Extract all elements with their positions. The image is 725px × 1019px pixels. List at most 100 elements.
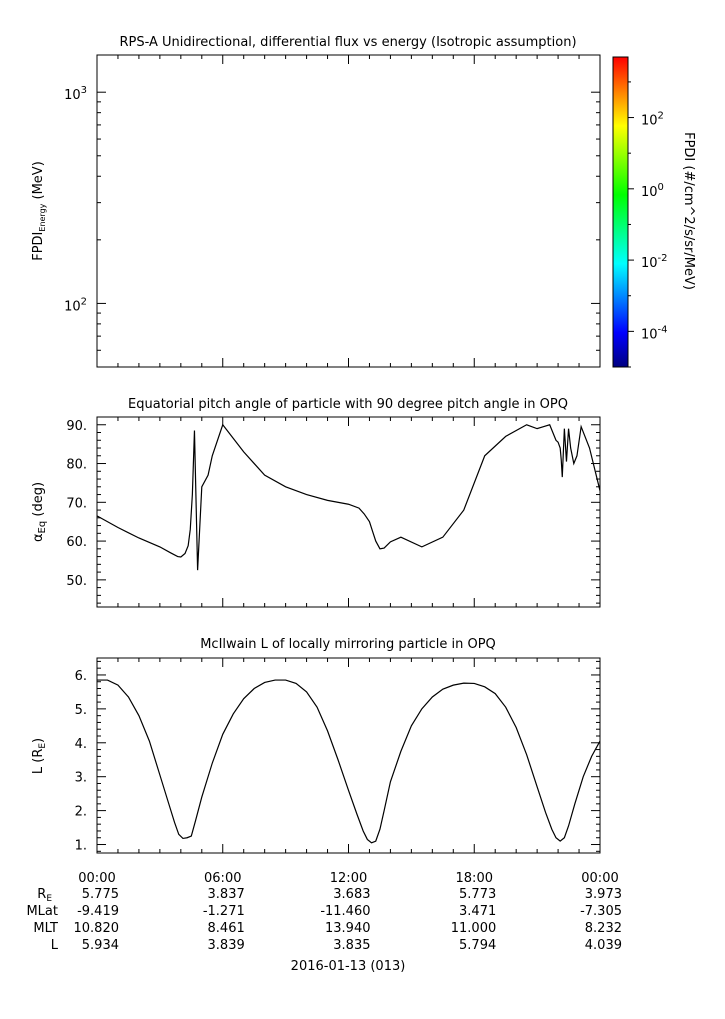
time-tick-label: 06:00	[204, 871, 241, 886]
colorbar-tick-exponent: -2	[658, 253, 668, 264]
colorbar-tick-base: 10	[641, 327, 658, 342]
panel2-ytick-label: 90.	[66, 419, 87, 434]
ephemeris-value: 5.934	[82, 938, 119, 953]
ephemeris-value: 5.794	[459, 938, 496, 953]
panel3-ylabel-unit: )	[31, 738, 46, 743]
panel1-ytick-label: 103	[64, 85, 87, 103]
panel1-x-ticks	[96, 55, 601, 367]
ephemeris-value: 3.471	[459, 904, 496, 919]
panel2-ylabel-main: α	[31, 533, 46, 542]
panel3-ylabel-sub: E	[38, 743, 48, 749]
panel3-y-axis: 1. 2. 3. 4. 5. 6.	[75, 660, 600, 854]
ephemeris-value: 4.039	[585, 938, 622, 953]
time-tick-label: 12:00	[330, 871, 367, 886]
panel2-plot-area	[96, 416, 601, 608]
colorbar-tick-label: 100	[641, 182, 664, 200]
ephemeris-value: -11.460	[320, 904, 370, 919]
ephemeris-label-main: MLat	[26, 904, 58, 919]
panel3-ylabel-main: L (R	[31, 749, 46, 774]
panel2-ytick-label: 70.	[66, 496, 87, 511]
colorbar-tick-label: 10-2	[641, 253, 668, 271]
colorbar-tick-exponent: 0	[658, 182, 664, 193]
ephemeris-value: 13.940	[325, 921, 371, 936]
panel1-ytick-label-exponent: 2	[81, 296, 87, 307]
panel1-ytick-label-base: 10	[64, 88, 81, 103]
ephemeris-value: -1.271	[203, 904, 245, 919]
ephemeris-value: 5.775	[82, 887, 119, 902]
panel2-title: Equatorial pitch angle of particle with …	[128, 397, 568, 412]
panel2-ytick-label: 80.	[66, 458, 87, 473]
panel1-title: RPS-A Unidirectional, differential flux …	[119, 35, 576, 50]
ephemeris-value: 11.000	[451, 921, 497, 936]
ephemeris-table: RE 5.775 3.837 3.683 5.773 3.973 MLat -9.419 -1.…	[26, 887, 622, 953]
series-l-shell-line	[97, 679, 601, 844]
colorbar-tick-label: 10-4	[641, 324, 668, 342]
series-pitch-angle-line	[96, 423, 601, 571]
colorbar-tick-base: 10	[641, 185, 658, 200]
ephemeris-value: 10.820	[74, 921, 120, 936]
date-label: 2016-01-13 (013)	[291, 959, 406, 974]
panel3-title: McIlwain L of locally mirroring particle…	[200, 637, 496, 652]
panel1-ylabel-unit: (MeV)	[31, 161, 46, 203]
ephemeris-label-sub: E	[46, 894, 52, 904]
time-tick-label: 18:00	[456, 871, 493, 886]
ephemeris-value: 3.835	[333, 938, 370, 953]
panel1-ylabel: FPDIEnergy (MeV)	[31, 161, 47, 261]
colorbar-tick-exponent: -4	[658, 324, 668, 335]
panel1-ytick-label-exponent: 3	[81, 85, 87, 96]
panel2-ylabel: αEq (deg)	[31, 482, 48, 542]
panel2-ytick-label: 50.	[66, 574, 87, 589]
panel3-ytick-label: 3.	[75, 771, 87, 786]
colorbar-tick-base: 10	[641, 114, 658, 129]
ephemeris-label-main: MLT	[33, 921, 58, 936]
ephemeris-value: -9.419	[77, 904, 119, 919]
panel1-ytick-label-base: 10	[64, 299, 81, 314]
colorbar-tick-base: 10	[641, 256, 658, 271]
ephemeris-row-label: MLT	[33, 921, 58, 936]
panel-flux-spectrogram: RPS-A Unidirectional, differential flux …	[31, 35, 601, 368]
panel2-ytick-label: 60.	[66, 535, 87, 550]
panel3-ytick-label: 4.	[75, 737, 87, 752]
colorbar-tick-label: 102	[641, 111, 664, 129]
ephemeris-value: -7.305	[580, 904, 622, 919]
panel2-ylabel-unit: (deg)	[31, 482, 46, 521]
ephemeris-label-main: L	[51, 938, 59, 953]
colorbar-tick-exponent: 2	[658, 111, 664, 122]
panel2-x-ticks	[96, 417, 601, 607]
time-axis: 00:00 06:00 12:00 18:00 00:00	[78, 871, 618, 886]
ephemeris-label-main: R	[37, 887, 46, 902]
panel2-ylabel-sub: Eq	[37, 521, 48, 534]
panel1-plot-area	[96, 54, 601, 368]
panel-l-shell: McIlwain L of locally mirroring particle…	[31, 637, 601, 854]
panel3-ytick-label: 5.	[75, 703, 87, 718]
ephemeris-row-label: RE	[37, 887, 52, 904]
panel3-x-ticks	[96, 658, 601, 853]
time-tick-label: 00:00	[78, 871, 115, 886]
ephemeris-row-label: MLat	[26, 904, 58, 919]
ephemeris-value: 3.839	[208, 938, 245, 953]
panel1-ylabel-main: FPDI	[31, 232, 46, 261]
ephemeris-value: 3.973	[585, 887, 622, 902]
panel-pitch-angle: Equatorial pitch angle of particle with …	[31, 397, 601, 608]
panel3-ytick-label: 2.	[75, 805, 87, 820]
ephemeris-value: 5.773	[459, 887, 496, 902]
panel2-y-axis: 50. 60. 70. 80. 90.	[66, 416, 600, 604]
ephemeris-row-label: L	[51, 938, 59, 953]
panel3-ylabel: L (RE)	[31, 738, 48, 774]
panel3-ytick-label: 6.	[75, 669, 87, 684]
ephemeris-value: 3.837	[208, 887, 245, 902]
colorbar-label: FPDI (#/cm^2/s/sr/MeV)	[681, 132, 696, 290]
panel1-ytick-label: 102	[64, 296, 87, 314]
panel1-ylabel-sub: Energy	[38, 203, 47, 231]
panel3-plot-area	[96, 657, 601, 854]
ephemeris-value: 3.683	[333, 887, 370, 902]
time-tick-label: 00:00	[581, 871, 618, 886]
panel3-ytick-label: 1.	[75, 839, 87, 854]
ephemeris-value: 8.461	[208, 921, 245, 936]
colorbar-gradient	[612, 56, 629, 368]
ephemeris-value: 8.232	[585, 921, 622, 936]
